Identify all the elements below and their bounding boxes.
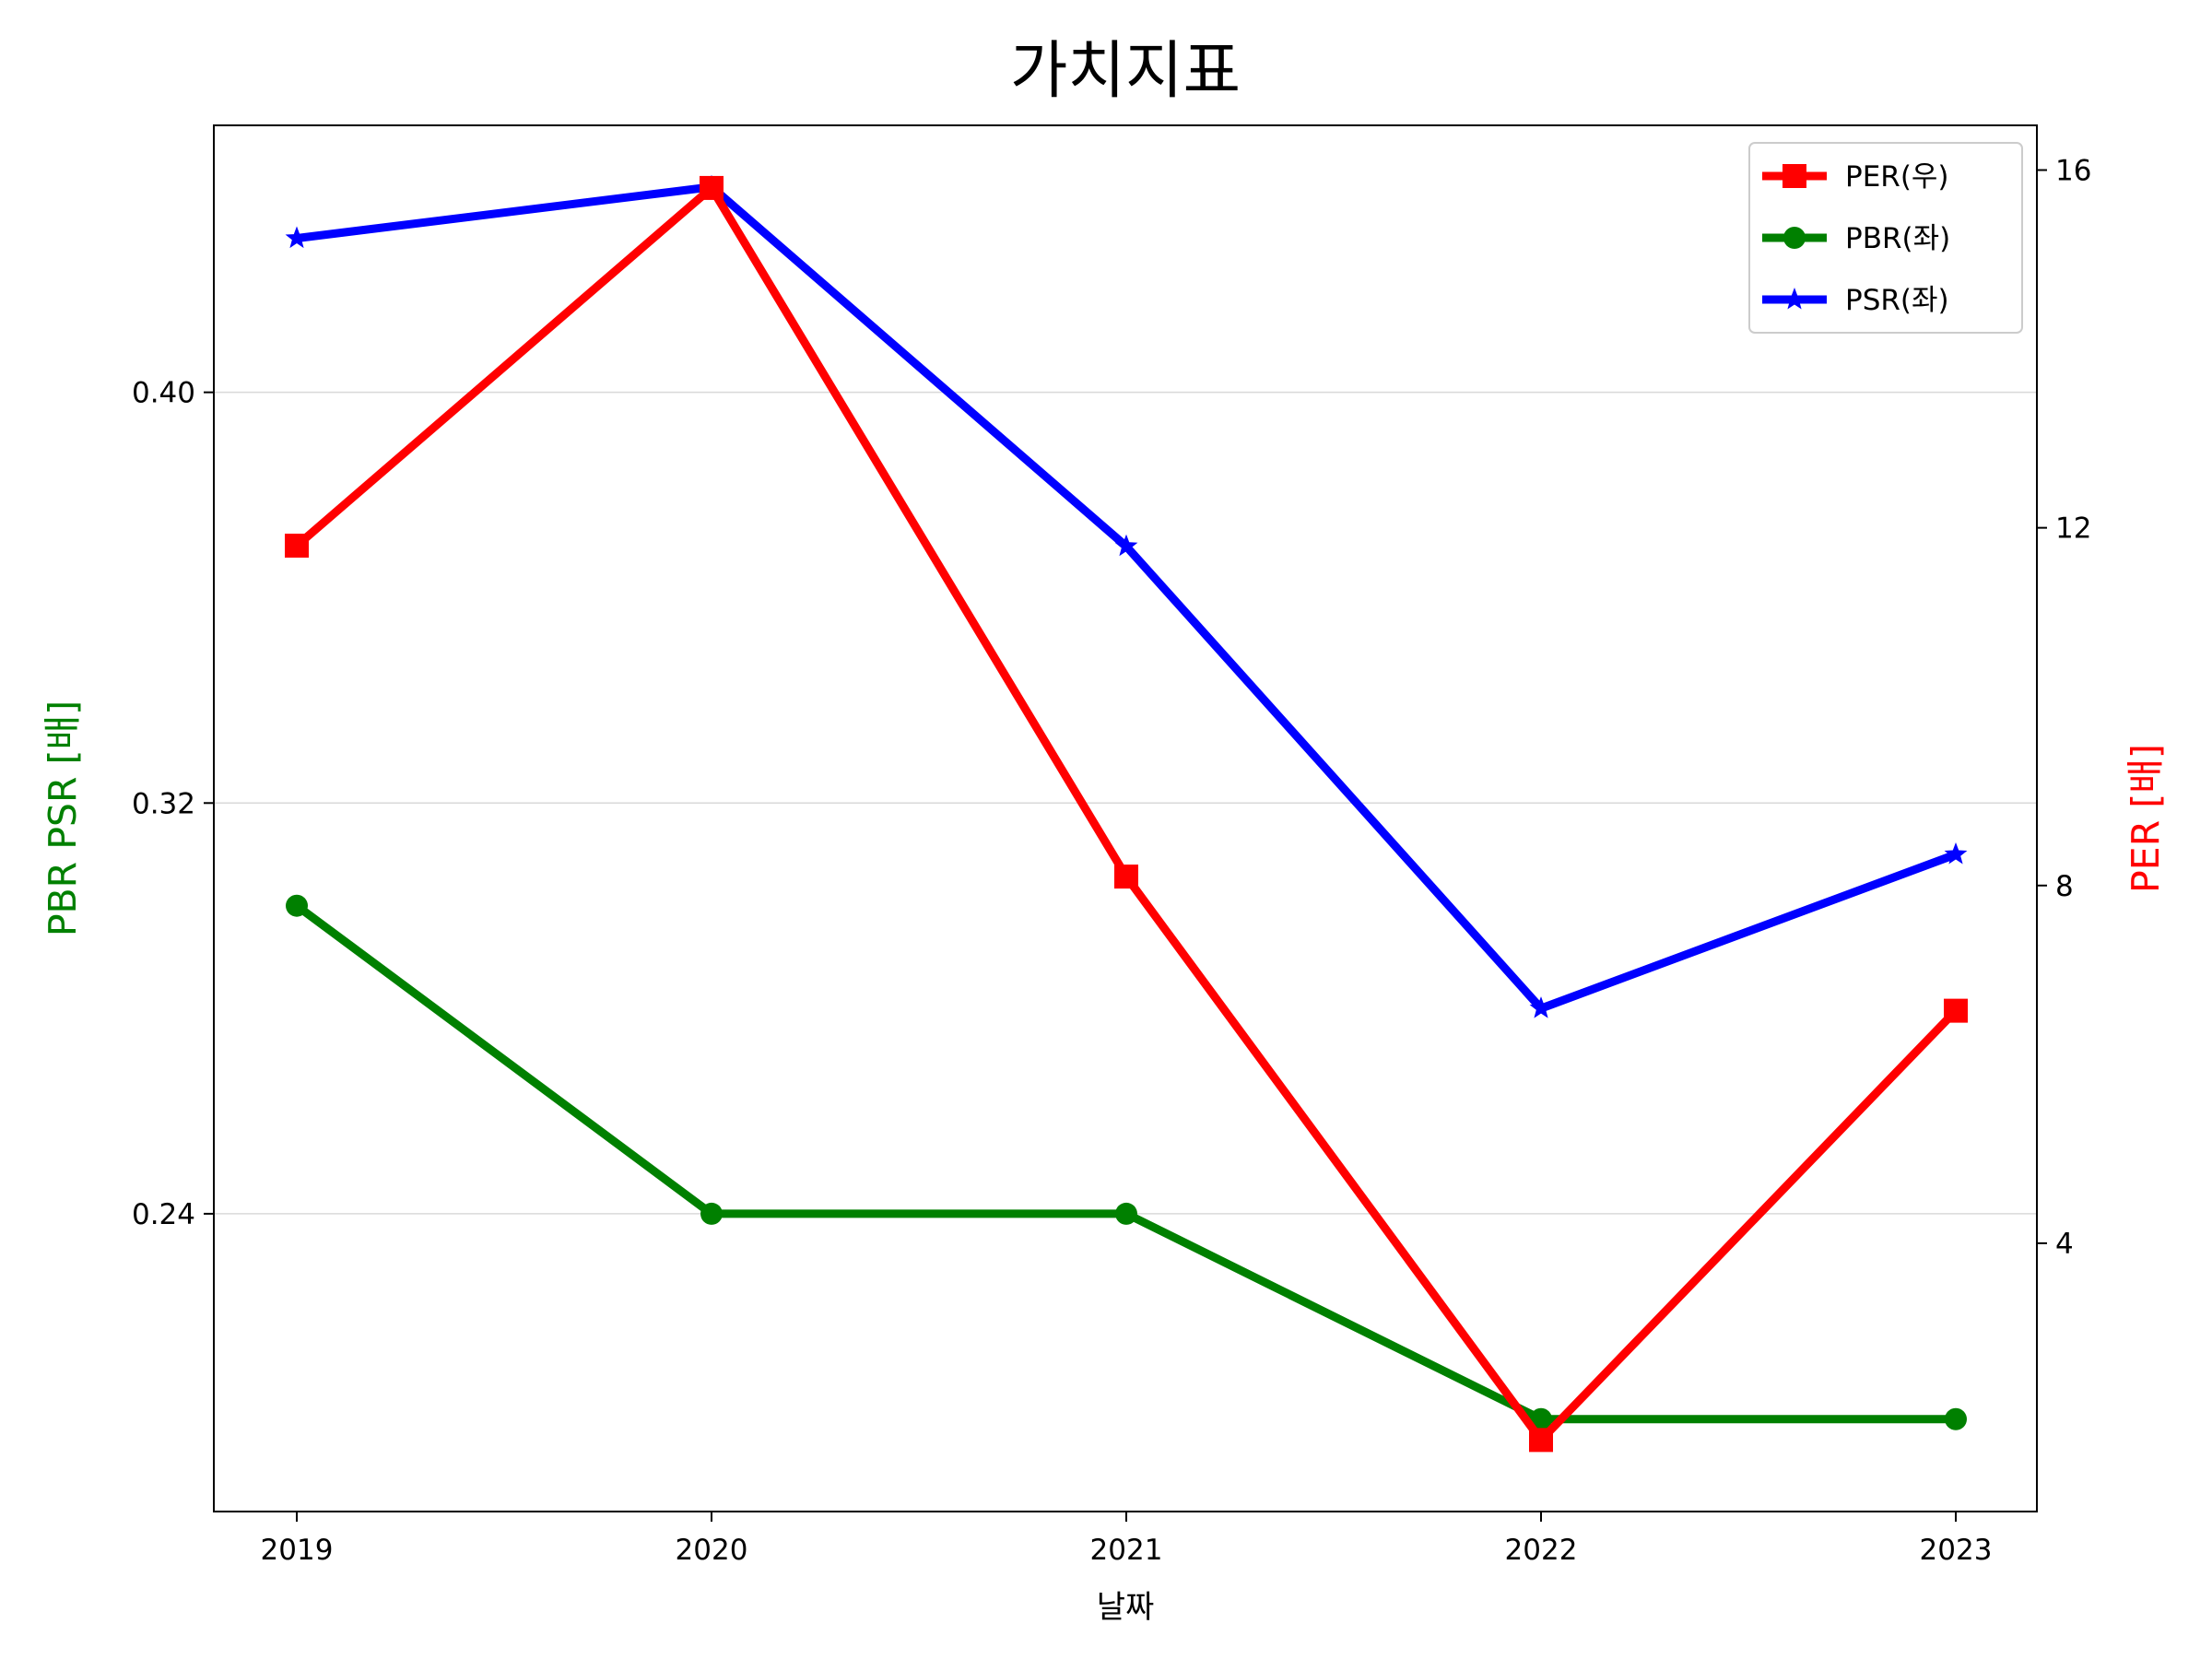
x-axis-label: 날짜 [1097,1589,1155,1626]
chart-title: 가치지표 [1010,35,1241,108]
data-point [1114,534,1138,557]
data-point [285,534,309,559]
series-line [294,183,1959,1444]
y-axis-label-right: PER [배] [2124,744,2168,893]
legend: PER(우) PBR(좌) PSR(좌) [1748,142,2023,334]
series-star [285,174,1968,1018]
legend-marker [1783,288,1806,310]
legend-marker [1783,227,1806,249]
data-point [700,175,724,200]
x-tick-label: 2020 [676,1534,748,1567]
y-right-tick-label: 4 [2055,1228,2074,1261]
y-left-tick-label: 0.32 [132,787,195,820]
data-point [1114,865,1138,889]
data-point [1945,1407,1967,1430]
y-right-tick-label: 8 [2055,870,2074,903]
legend-marker [1783,164,1806,188]
x-tick-label: 2019 [261,1534,334,1567]
data-point [1529,996,1553,1018]
legend-label: PSR(좌) [1845,284,1949,317]
data-point [1115,1202,1137,1225]
y-left-tick-label: 0.40 [132,377,195,410]
legend-label: PBR(좌) [1845,222,1950,255]
series-circle [286,894,1967,1430]
x-axis: 2019 2020 2021 2022 2023 [261,1512,1993,1567]
grid-lines [214,391,2037,1215]
y-axis-label-left: PBR PSR [배] [41,700,85,936]
y-left-tick-label: 0.24 [132,1198,195,1231]
y-right-tick-label: 16 [2055,155,2091,188]
data-point [700,1202,723,1225]
legend-label: PER(우) [1845,160,1949,194]
data-point [285,226,309,249]
series-layer [285,174,1968,1453]
series-square [285,175,1968,1453]
data-point [1530,1407,1552,1430]
data-point [1944,998,1968,1023]
data-point [286,894,308,917]
y-right-tick-label: 12 [2055,512,2091,546]
x-tick-label: 2021 [1090,1534,1163,1567]
data-point [1529,1428,1553,1453]
data-point [1944,842,1968,865]
series-line [294,902,1956,1424]
legend-frame [1748,142,2023,334]
x-tick-label: 2023 [1920,1534,1993,1567]
y-axis-left: 0.24 0.32 0.40 [132,377,214,1231]
y-axis-right: 4 8 12 16 [2037,155,2091,1261]
x-tick-label: 2022 [1505,1534,1578,1567]
